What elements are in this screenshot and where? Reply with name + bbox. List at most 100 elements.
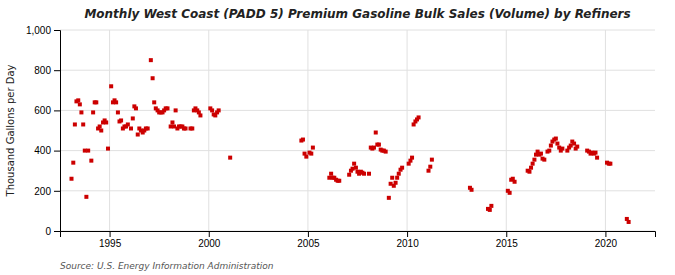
point — [84, 195, 88, 199]
point — [126, 122, 130, 126]
tick-mark — [54, 191, 60, 192]
point — [560, 147, 564, 151]
point — [428, 165, 432, 169]
point — [430, 158, 434, 162]
tick-label: 1,000 — [26, 25, 51, 36]
tick: 2000 — [198, 231, 221, 249]
data-points — [70, 58, 631, 224]
tick-mark — [54, 110, 60, 111]
point — [104, 120, 108, 124]
point — [73, 122, 77, 126]
tick-mark — [209, 231, 210, 237]
chart-title: Monthly West Coast (PADD 5) Premium Gaso… — [84, 7, 630, 21]
point — [151, 76, 155, 80]
tick-mark — [54, 70, 60, 71]
point — [555, 142, 559, 146]
grid-line-y — [60, 30, 655, 31]
tick: 2005 — [297, 231, 320, 249]
tick-label: 1995 — [99, 238, 122, 249]
point — [529, 166, 533, 170]
point — [549, 144, 553, 148]
point — [329, 172, 333, 176]
point — [374, 131, 378, 135]
point — [354, 166, 358, 170]
point — [134, 106, 138, 110]
point — [304, 155, 308, 159]
point — [174, 108, 178, 112]
point — [531, 162, 535, 166]
plot-area: 19952000200520102015202002004006008001,0… — [26, 25, 656, 249]
point — [508, 191, 512, 195]
point — [400, 166, 404, 170]
tick-mark — [407, 231, 408, 237]
point — [470, 188, 474, 192]
tick-label: 2015 — [496, 238, 519, 249]
point — [547, 149, 551, 153]
point — [527, 170, 531, 174]
point — [352, 162, 356, 166]
point — [198, 113, 202, 117]
point — [165, 106, 169, 110]
point — [387, 196, 391, 200]
grid-line-x — [109, 30, 110, 231]
tick-mark — [54, 30, 60, 31]
grid-line-x — [407, 30, 408, 231]
tick: 1,000 — [26, 25, 60, 36]
tick: 200 — [34, 186, 60, 197]
point — [89, 159, 93, 163]
point — [76, 98, 80, 102]
grid-line-y — [60, 190, 655, 191]
y-axis-label: Thousand Gallons per Day — [5, 64, 16, 197]
grid-line-x — [605, 30, 606, 231]
point — [427, 169, 431, 173]
point — [98, 124, 102, 128]
point — [377, 143, 381, 147]
grid-line-x — [307, 30, 308, 231]
grid-line-y — [60, 70, 655, 71]
annotation: Source: U.S. Energy Information Administ… — [60, 261, 274, 271]
grid-line-y — [60, 110, 655, 111]
point — [410, 156, 414, 160]
grid-line-x — [506, 30, 507, 231]
point — [129, 126, 133, 130]
tick: 400 — [34, 145, 60, 156]
point — [81, 122, 85, 126]
point — [86, 149, 90, 153]
tick-label: 2005 — [297, 238, 320, 249]
y-axis: 0 200 400 600 800 1,000 — [26, 25, 61, 237]
point — [217, 108, 221, 112]
point — [91, 110, 95, 114]
point — [362, 172, 366, 176]
point — [608, 162, 612, 166]
tick-mark — [506, 231, 507, 237]
point — [575, 145, 579, 149]
grid — [60, 30, 655, 231]
tick: 0 — [45, 226, 60, 237]
tick-label: 2020 — [595, 238, 618, 249]
point — [397, 172, 401, 176]
axis-domain — [54, 31, 61, 232]
point — [532, 158, 536, 162]
point — [488, 208, 492, 212]
point — [311, 146, 315, 150]
point — [384, 150, 388, 154]
point — [131, 116, 135, 120]
point — [170, 120, 174, 124]
tick: 600 — [34, 105, 60, 116]
point — [116, 110, 120, 114]
point — [554, 137, 558, 141]
tick: 1995 — [99, 231, 122, 249]
point — [106, 147, 110, 151]
point — [595, 156, 599, 160]
tick-mark — [110, 231, 111, 237]
point — [79, 110, 83, 114]
point — [627, 220, 631, 224]
point — [149, 58, 153, 62]
tick-mark — [308, 231, 309, 237]
point — [309, 152, 313, 156]
point — [394, 181, 398, 185]
tick-label: 800 — [34, 65, 51, 76]
grid-line-x — [208, 30, 209, 231]
tick: 2015 — [496, 231, 519, 249]
tick-label: 2000 — [198, 238, 221, 249]
